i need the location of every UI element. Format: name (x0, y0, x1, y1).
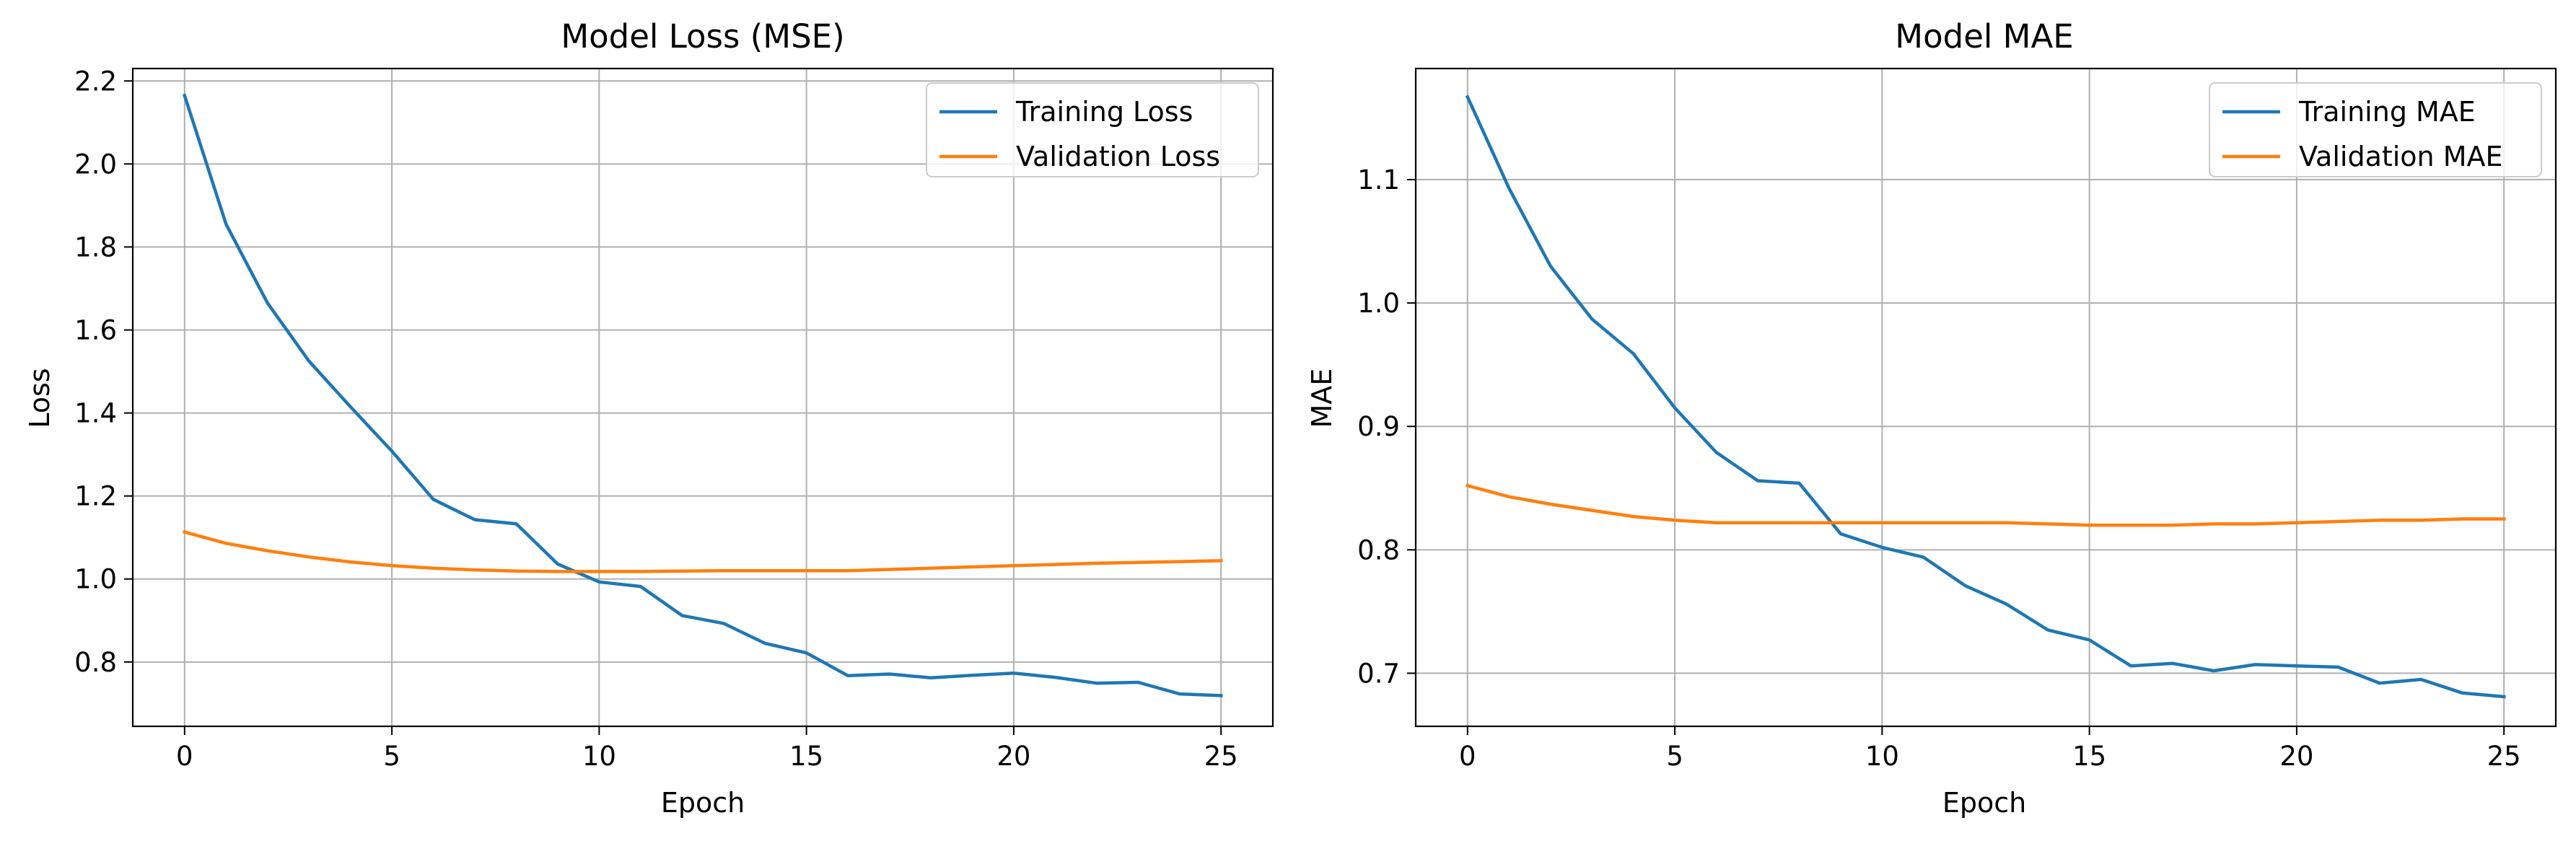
loss-chart-x-tick-label: 20 (996, 741, 1030, 772)
mae-chart-x-tick-label: 0 (1459, 741, 1476, 772)
loss-chart-y-tick-label: 1.2 (74, 481, 117, 512)
mae-chart: Model MAE Epoch MAE 0 5 10 15 20 25 0.7 0.8 0.9 1… (1306, 17, 2557, 819)
loss-chart-x-tick-label: 0 (176, 741, 193, 772)
mae-chart-x-tick-label: 15 (2072, 741, 2106, 772)
loss-chart: Model Loss (MSE) Epoch Loss 0 5 10 15 20 25 0.… (24, 17, 1274, 819)
mae-chart-y-tick-label: 1.1 (1357, 164, 1400, 195)
loss-chart-y-tick-label: 2.0 (74, 149, 117, 180)
mae-chart-series-line-validation (1466, 483, 2506, 527)
mae-chart-y-tick-label: 0.8 (1357, 534, 1400, 565)
mae-chart-x-tick-label: 10 (1865, 741, 1899, 772)
loss-chart-y-tick-label: 0.8 (74, 647, 117, 678)
loss-chart-y-tick-label: 1.4 (74, 398, 117, 429)
mae-chart-series-line-training (1465, 94, 2506, 699)
loss-chart-y-tick-label: 1.0 (74, 564, 117, 595)
mae-chart-x-tick-label: 20 (2279, 741, 2313, 772)
loss-chart-legend (926, 82, 1259, 177)
loss-chart-legend-label: Training Loss (1015, 96, 1193, 128)
mae-chart-legend (2209, 82, 2542, 177)
loss-chart-y-tick-label: 1.8 (74, 232, 117, 263)
mae-chart-plot-frame (1414, 67, 2557, 728)
mae-chart-x-tick-label: 25 (2487, 741, 2521, 772)
mae-chart-y-tick-label: 0.9 (1357, 411, 1400, 442)
loss-chart-x-tick-label: 25 (1204, 741, 1238, 772)
loss-chart-title: Model Loss (MSE) (561, 17, 844, 56)
loss-chart-x-tick-label: 5 (383, 741, 400, 772)
mae-chart-x-axis-label: Epoch (1942, 787, 2026, 819)
loss-chart-y-axis-label: Loss (24, 368, 56, 428)
loss-chart-series-line-training (182, 93, 1223, 697)
loss-chart-x-tick-label: 10 (582, 741, 616, 772)
mae-chart-y-axis-label: MAE (1306, 369, 1338, 428)
mae-chart-title: Model MAE (1895, 17, 2073, 56)
mae-chart-legend-label: Validation MAE (2299, 141, 2503, 172)
mae-chart-legend-label: Training MAE (2298, 96, 2476, 128)
loss-chart-series-line-validation (183, 529, 1223, 573)
mae-chart-y-tick-label: 0.7 (1357, 658, 1400, 689)
mae-chart-y-tick-label: 1.0 (1357, 288, 1400, 319)
loss-chart-legend-label: Validation Loss (1016, 141, 1220, 172)
loss-chart-y-tick-label: 1.6 (74, 314, 117, 345)
loss-chart-plot-frame (131, 67, 1274, 728)
mae-chart-x-tick-label: 5 (1666, 741, 1683, 772)
loss-chart-y-tick-label: 2.2 (74, 66, 117, 97)
loss-chart-x-tick-label: 15 (789, 741, 823, 772)
loss-chart-x-axis-label: Epoch (661, 787, 745, 819)
